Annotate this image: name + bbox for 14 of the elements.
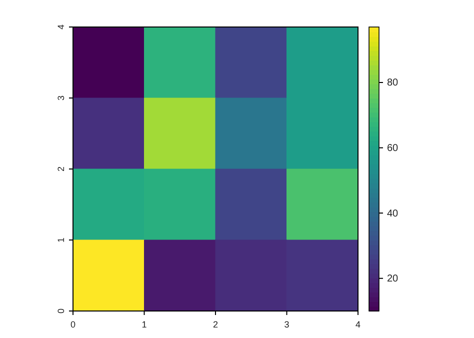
color-bar-label: 80 (387, 78, 399, 89)
x-tick-label: 3 (284, 319, 290, 330)
x-tick-label: 1 (142, 319, 147, 330)
y-tick-label: 0 (56, 308, 66, 314)
y-tick-label: 3 (56, 95, 66, 101)
x-tick-label: 0 (70, 319, 76, 330)
color-bar-label: 40 (387, 208, 399, 220)
x-tick-label: 4 (355, 319, 361, 330)
y-tick-label: 2 (56, 166, 66, 172)
color-bar-label: 60 (387, 142, 399, 154)
y-tick-label: 1 (56, 237, 66, 243)
x-tick-label: 2 (212, 319, 218, 330)
y-tick-label: 4 (56, 24, 66, 30)
color-bar-label: 20 (387, 274, 399, 285)
